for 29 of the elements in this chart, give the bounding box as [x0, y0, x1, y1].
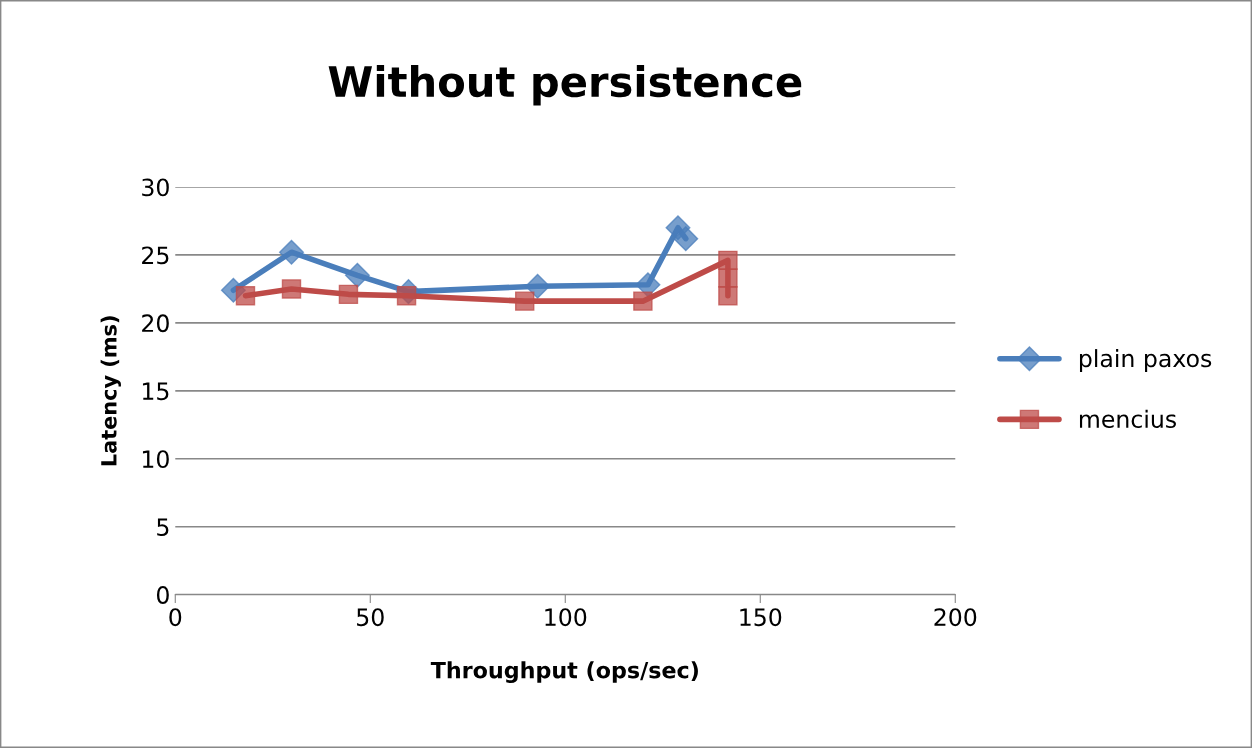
- x-tick-label: 200: [934, 608, 977, 627]
- point: [718, 268, 738, 288]
- point: [344, 262, 370, 288]
- point: [633, 291, 653, 311]
- y-tick-label: 30: [142, 178, 169, 197]
- point: [525, 273, 551, 299]
- x-tick-label: 150: [740, 608, 782, 627]
- point: [718, 250, 738, 271]
- chart-title: Without persistence: [328, 65, 802, 106]
- point: [235, 285, 256, 306]
- point: [338, 284, 359, 305]
- x-tick-label: 0: [169, 608, 182, 627]
- legend-label: plain paxos: [1079, 349, 1212, 372]
- point: [673, 226, 699, 252]
- y-tick-label: 25: [142, 246, 169, 265]
- y-tick-label: 20: [142, 314, 169, 333]
- point: [514, 291, 535, 311]
- x-tick-label: 50: [357, 608, 384, 627]
- point: [718, 285, 738, 306]
- y-tick-label: 0: [156, 586, 169, 604]
- legend-label: mencius: [1079, 409, 1176, 428]
- y-tick-label: 10: [142, 450, 169, 469]
- y-axis-title: Latency (ms): [100, 316, 121, 466]
- x-axis-title: Throughput (ops/sec): [430, 661, 698, 683]
- y-tick-label: 15: [142, 382, 169, 401]
- y-tick-label: 5: [157, 518, 169, 537]
- point: [279, 239, 304, 265]
- x-tick-label: 100: [545, 608, 587, 627]
- point: [281, 279, 302, 299]
